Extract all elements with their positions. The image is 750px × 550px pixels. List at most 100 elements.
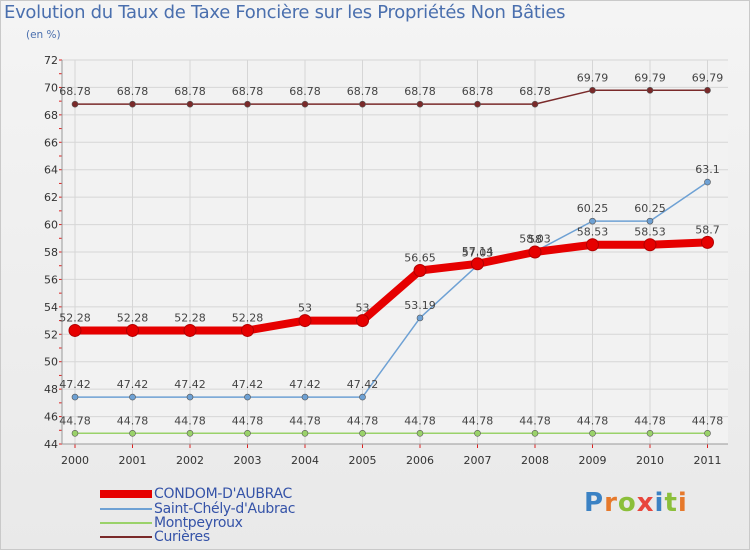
data-label: 58.53 [577,226,609,239]
data-point [129,393,136,401]
data-label: 68.78 [232,85,264,98]
x-tick-label: 2010 [636,454,664,467]
data-label: 44.78 [519,414,551,427]
data-label: 68.78 [289,85,321,98]
data-label: 47.42 [117,378,149,391]
data-point [301,393,309,401]
data-point [186,100,194,108]
data-point [244,393,251,401]
x-tick-label: 2011 [694,454,722,467]
data-label: 57.03 [462,246,494,259]
data-point [474,430,481,437]
x-tick-label: 2006 [406,454,434,467]
legend-label: Saint-Chély-d'Aubrac [154,501,296,517]
x-tick-label: 2004 [291,454,319,467]
x-tick-label: 2001 [119,454,147,467]
legend-label: Montpeyroux [154,515,243,531]
data-point [704,178,711,186]
proxiti-logo: Proxiti [584,488,688,518]
data-point [359,430,366,437]
legend-item-montpeyroux: Montpeyroux [100,515,243,531]
data-point [531,430,539,437]
data-point [701,235,714,249]
series-line-3 [74,89,709,105]
x-tick-label: 2002 [176,454,204,467]
data-point [244,100,251,108]
data-point [643,238,657,252]
data-point [71,393,79,401]
data-label: 52.28 [59,311,91,324]
chart-title: Evolution du Taux de Taxe Foncière sur l… [4,2,566,23]
data-point [531,100,539,108]
y-tick-label: 62 [44,191,58,204]
data-label: 47.42 [347,378,379,391]
data-point [186,430,194,437]
data-point [241,323,254,337]
unit-label: (en %) [26,29,61,41]
data-label: 68.78 [347,85,379,98]
data-label: 69.79 [634,71,666,84]
data-label: 52.28 [232,311,264,324]
data-point [356,314,369,328]
data-label: 44.78 [462,414,494,427]
legend-swatch [100,508,152,510]
data-label: 58 [528,233,542,246]
data-point [474,100,481,108]
series-line-1 [74,181,709,398]
data-point [301,430,309,437]
series-line-0 [71,238,712,335]
data-label: 47.42 [232,378,264,391]
data-point [68,323,82,337]
data-point [646,430,654,437]
data-point [589,217,596,225]
data-label: 56.65 [404,252,436,265]
y-tick-label: 54 [44,301,58,314]
data-label: 68.78 [117,85,149,98]
x-tick-label: 2005 [349,454,377,467]
data-point [704,87,711,94]
data-point [298,314,312,328]
data-label: 44.78 [404,414,436,427]
data-point [528,245,542,259]
data-label: 68.78 [519,85,551,98]
y-tick-label: 60 [44,219,58,232]
data-point [589,430,596,437]
legend-swatch [100,536,152,538]
data-label: 58.7 [695,223,720,236]
data-point [71,430,79,437]
data-label: 68.78 [174,85,206,98]
legend-label: CONDOM-D'AUBRAC [154,486,293,502]
data-label: 44.78 [289,414,321,427]
y-tick-label: 56 [44,273,58,286]
data-label: 53 [356,302,370,315]
data-label: 68.78 [59,85,91,98]
y-tick-label: 44 [44,438,58,451]
data-label: 68.78 [462,85,494,98]
data-point [416,430,424,437]
data-point [646,87,654,94]
data-label: 44.78 [347,414,379,427]
data-label: 44.78 [692,414,724,427]
data-label: 60.25 [634,202,666,215]
legend-item-condom: CONDOM-D'AUBRAC [100,486,292,502]
data-point [71,100,79,108]
legend-swatch [100,490,152,498]
data-point [359,393,366,401]
legend-swatch [100,522,152,524]
data-label: 44.78 [577,414,609,427]
legend-item-curieres: Curières [100,529,210,545]
y-tick-label: 64 [44,164,58,177]
data-label: 53 [298,302,312,315]
data-label: 57.14 [462,245,494,258]
data-point [183,323,197,337]
data-point [129,430,136,437]
data-label: 68.78 [404,85,436,98]
data-point [129,100,136,108]
y-tick-label: 70 [44,81,58,94]
legend-label: Curières [154,529,210,545]
y-tick-label: 68 [44,109,58,122]
data-label: 44.78 [117,414,149,427]
data-label: 69.79 [692,71,724,84]
data-point [704,430,711,437]
